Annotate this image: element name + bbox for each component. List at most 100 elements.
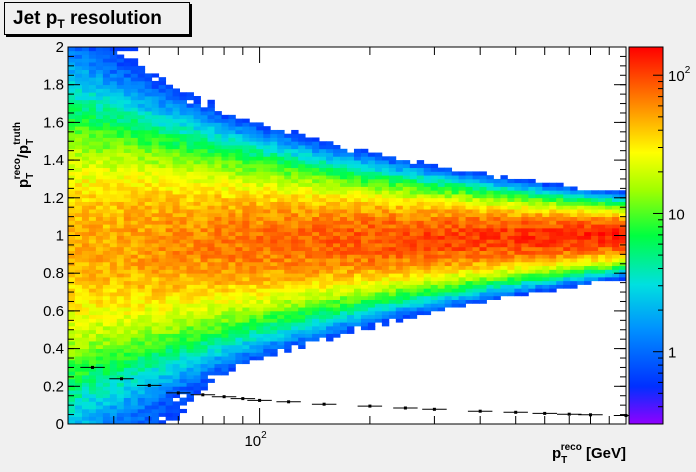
- heatmap-cell: [68, 178, 76, 184]
- heatmap-cell: [158, 152, 167, 157]
- heatmap-cell: [312, 167, 320, 172]
- heatmap-cell: [88, 390, 97, 395]
- heatmap-cell: [235, 314, 243, 319]
- heatmap-cell: [486, 261, 494, 267]
- heatmap-cell: [200, 356, 208, 361]
- heatmap-cell: [367, 178, 376, 184]
- heatmap-cell: [333, 231, 341, 236]
- heatmap-cell: [186, 111, 194, 116]
- heatmap-cell: [284, 307, 292, 312]
- heatmap-cell: [228, 216, 236, 221]
- heatmap-cell: [312, 201, 320, 206]
- heatmap-cell: [437, 280, 446, 285]
- heatmap-cell: [514, 239, 522, 244]
- heatmap-cell: [130, 92, 139, 97]
- heatmap-cell: [186, 314, 194, 319]
- heatmap-cell: [486, 175, 494, 180]
- heatmap-cell: [151, 329, 160, 334]
- heatmap-cell: [451, 171, 460, 176]
- heatmap-cell: [451, 227, 460, 233]
- heatmap-cell: [381, 303, 390, 308]
- heatmap-cell: [207, 129, 215, 135]
- heatmap-cell: [179, 299, 187, 304]
- heatmap-cell: [270, 209, 278, 214]
- heatmap-cell: [207, 190, 215, 195]
- heatmap-cell: [284, 201, 292, 206]
- heatmap-cell: [598, 194, 606, 199]
- heatmap-cell: [367, 182, 376, 187]
- heatmap-cell: [179, 209, 187, 214]
- heatmap-cell: [137, 318, 146, 323]
- heatmap-cell: [535, 261, 543, 267]
- heatmap-cell: [493, 273, 501, 278]
- heatmap-cell: [388, 284, 397, 289]
- heatmap-cell: [179, 235, 187, 240]
- heatmap-cell: [88, 69, 97, 74]
- heatmap-cell: [402, 288, 411, 293]
- heatmap-cell: [88, 186, 97, 191]
- heatmap-cell: [270, 344, 278, 349]
- heatmap-cell: [214, 318, 222, 323]
- heatmap-cell: [137, 194, 146, 199]
- heatmap-cell: [381, 299, 390, 304]
- heatmap-cell: [81, 122, 90, 127]
- heatmap-cell: [256, 318, 264, 323]
- heatmap-cell: [458, 175, 466, 180]
- heatmap-cell: [123, 273, 132, 278]
- heatmap-cell: [521, 182, 529, 187]
- heatmap-cell: [200, 114, 208, 120]
- heatmap-cell: [549, 186, 557, 191]
- heatmap-cell: [416, 269, 425, 274]
- heatmap-cell: [158, 96, 167, 101]
- heatmap-cell: [193, 212, 201, 218]
- heatmap-cell: [68, 235, 76, 240]
- heatmap-cell: [437, 175, 446, 180]
- heatmap-cell: [235, 190, 243, 195]
- heatmap-cell: [235, 122, 243, 127]
- heatmap-cell: [74, 337, 83, 342]
- heatmap-cell: [102, 284, 111, 289]
- heatmap-cell: [123, 333, 132, 338]
- heatmap-cell: [179, 246, 187, 251]
- heatmap-cell: [340, 303, 348, 308]
- heatmap-cell: [333, 190, 341, 195]
- heatmap-cell: [116, 314, 125, 319]
- heatmap-cell: [172, 190, 180, 195]
- heatmap-cell: [186, 129, 194, 135]
- heatmap-cell: [137, 243, 146, 248]
- heatmap-cell: [172, 152, 180, 157]
- heatmap-cell: [284, 145, 292, 150]
- heatmap-cell: [514, 212, 522, 218]
- heatmap-cell: [137, 273, 146, 278]
- y-axis-ticks: 00.20.40.60.811.21.41.61.82: [43, 39, 626, 433]
- heatmap-cell: [319, 197, 327, 202]
- heatmap-cell: [388, 182, 397, 187]
- heatmap-cell: [186, 378, 194, 383]
- profile-point: [287, 400, 291, 404]
- heatmap-cell: [95, 318, 104, 323]
- heatmap-cell: [123, 103, 132, 108]
- heatmap-cell: [186, 220, 194, 225]
- heatmap-cell: [179, 92, 187, 97]
- heatmap-cell: [130, 148, 139, 153]
- heatmap-cell: [305, 175, 313, 180]
- heatmap-cell: [200, 152, 208, 157]
- heatmap-cell: [353, 276, 362, 282]
- heatmap-cell: [165, 393, 174, 399]
- heatmap-cell: [312, 265, 320, 270]
- heatmap-cell: [360, 299, 369, 304]
- heatmap-cell: [186, 382, 194, 387]
- heatmap-cell: [214, 341, 222, 346]
- heatmap-cell: [305, 205, 313, 210]
- heatmap-cell: [158, 111, 167, 116]
- heatmap-cell: [493, 292, 501, 297]
- heatmap-cell: [437, 201, 446, 206]
- heatmap-cell: [305, 333, 313, 338]
- heatmap-cell: [116, 152, 125, 157]
- heatmap-cell: [319, 224, 327, 229]
- heatmap-cell: [347, 156, 355, 161]
- heatmap-cell: [298, 171, 306, 176]
- heatmap-cell: [409, 292, 418, 297]
- heatmap-cell: [123, 163, 132, 169]
